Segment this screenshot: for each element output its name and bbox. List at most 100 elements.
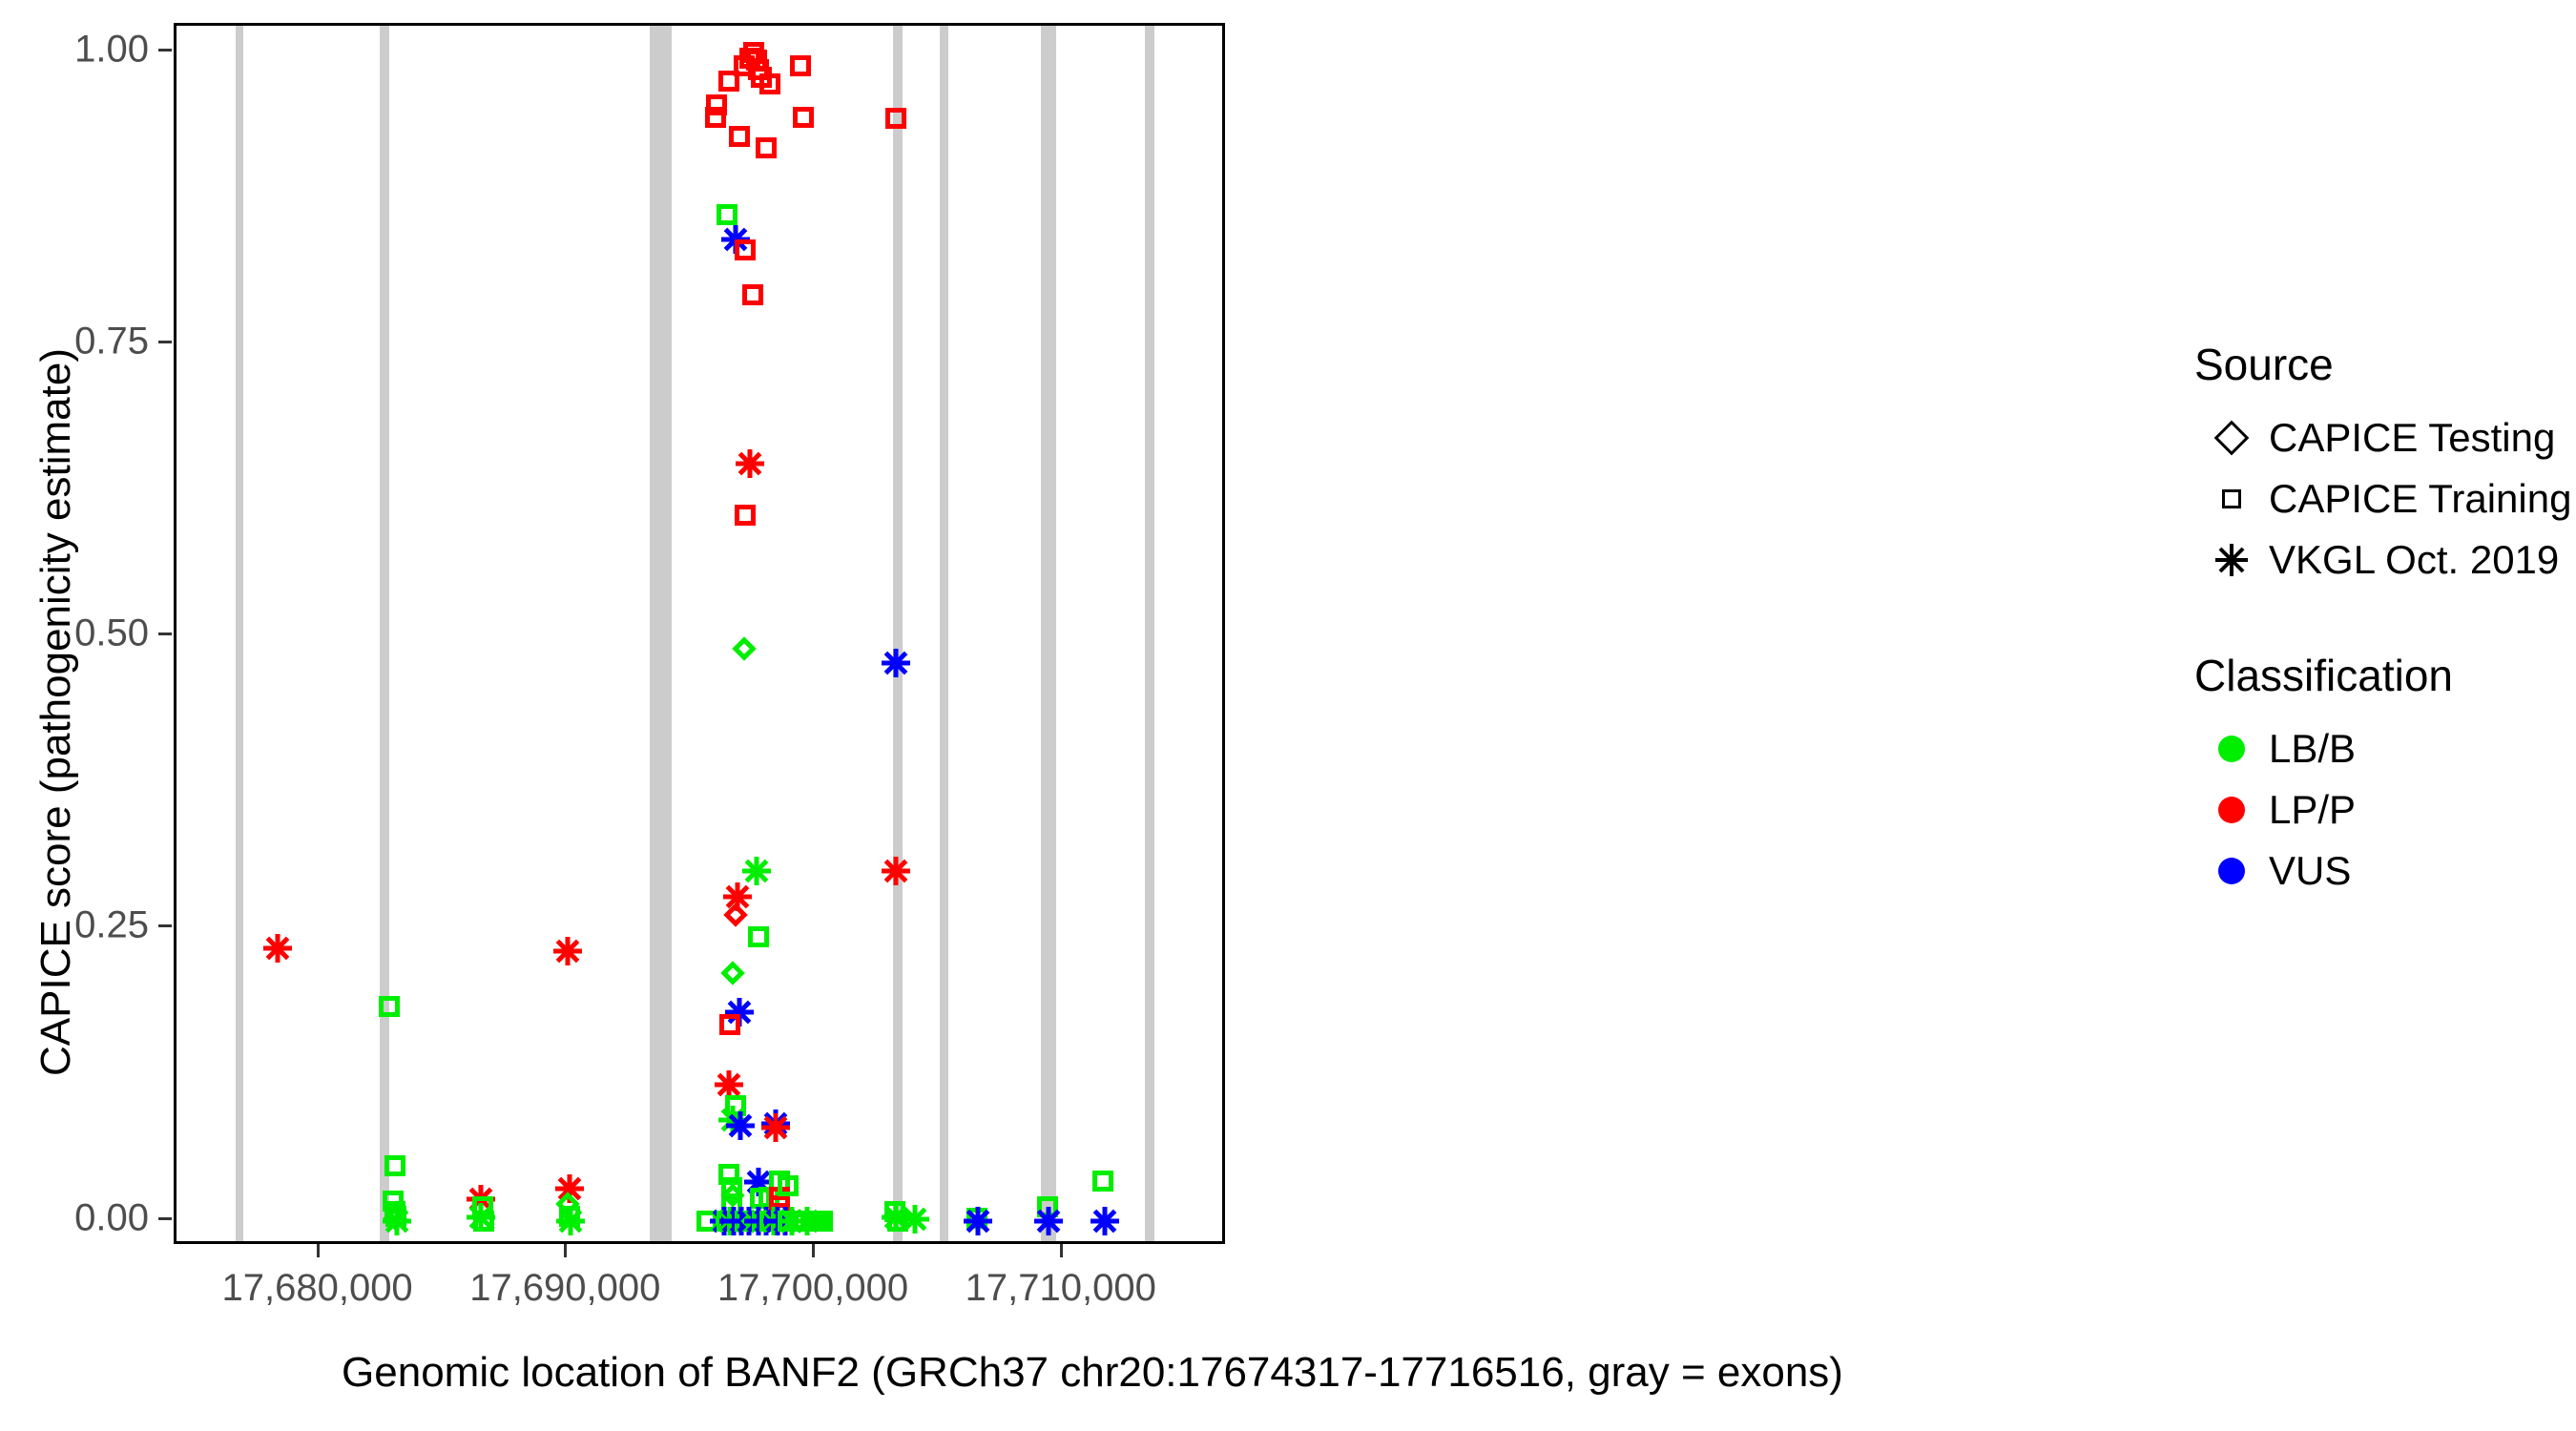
y-tick-mark xyxy=(158,924,172,928)
data-point-diamond xyxy=(740,1208,765,1234)
data-point-square xyxy=(807,1210,829,1232)
data-point-asterisk xyxy=(554,1174,584,1204)
data-point-asterisk xyxy=(762,1206,792,1235)
legend-item-classification[interactable]: LP/P xyxy=(2194,779,2557,840)
data-point-square xyxy=(769,1194,791,1216)
data-point-square xyxy=(558,1205,580,1227)
y-tick-label: 0.75 xyxy=(74,320,149,363)
data-point-square xyxy=(718,1163,740,1185)
data-point-square xyxy=(724,1095,746,1117)
data-point-asterisk xyxy=(761,1112,791,1142)
circle-icon xyxy=(2218,858,2245,884)
data-point-asterisk xyxy=(719,1206,749,1235)
legend-key xyxy=(2194,489,2269,508)
data-point-square xyxy=(793,1210,815,1232)
legend-item-source[interactable]: CAPICE Training xyxy=(2194,468,2571,529)
data-point-diamond xyxy=(722,902,748,927)
x-tick-mark xyxy=(564,1244,568,1257)
data-point-asterisk xyxy=(734,1206,763,1235)
x-tick-label: 17,680,000 xyxy=(221,1267,413,1309)
data-point-square xyxy=(803,1210,825,1232)
data-point-square xyxy=(720,1177,742,1199)
data-point-square xyxy=(745,1210,767,1232)
data-point-square xyxy=(718,71,740,93)
data-point-square xyxy=(790,55,812,77)
data-point-asterisk xyxy=(778,1206,807,1235)
data-point-asterisk xyxy=(720,224,750,254)
data-point-square xyxy=(750,67,772,89)
data-point-square xyxy=(800,1210,821,1232)
legend-item-classification[interactable]: VUS xyxy=(2194,840,2557,902)
data-point-square xyxy=(778,1210,800,1232)
data-point-square xyxy=(719,1013,741,1035)
data-point-diamond xyxy=(720,961,745,985)
legend: Source CAPICE Testing CAPICE Training VKGL… xyxy=(2194,339,2571,961)
x-tick-mark xyxy=(1059,1244,1063,1257)
data-point-asterisk xyxy=(758,1206,788,1235)
data-point-square xyxy=(720,1195,742,1217)
data-point-square xyxy=(716,1210,737,1232)
legend-label: VKGL Oct. 2019 xyxy=(2269,537,2560,582)
legend-item-classification[interactable]: LB/B xyxy=(2194,718,2557,779)
y-tick-mark xyxy=(158,1216,172,1220)
data-point-square xyxy=(748,58,770,80)
data-point-square xyxy=(739,47,761,69)
y-tick-mark xyxy=(158,48,172,52)
square-icon xyxy=(2222,489,2241,508)
data-point-asterisk xyxy=(715,1070,744,1100)
legend-key xyxy=(2194,544,2269,576)
y-tick-mark xyxy=(158,633,172,635)
data-point-asterisk xyxy=(724,998,754,1027)
legend-label: CAPICE Testing xyxy=(2269,415,2556,460)
exon-band xyxy=(1145,26,1154,1241)
data-point-asterisk xyxy=(709,1206,738,1235)
data-point-asterisk xyxy=(736,448,765,478)
data-point-square xyxy=(793,107,815,129)
x-axis-label: Genomic location of BANF2 (GRCh37 chr20:… xyxy=(342,1349,1843,1396)
data-point-square xyxy=(811,1210,833,1232)
data-point-square xyxy=(706,93,728,115)
data-point-asterisk xyxy=(792,1206,821,1235)
data-point-square xyxy=(756,136,778,158)
legend-item-source[interactable]: VKGL Oct. 2019 xyxy=(2194,529,2560,591)
legend-label: LP/P xyxy=(2269,787,2357,832)
data-point-square xyxy=(966,1208,987,1230)
data-point-square xyxy=(728,125,750,147)
data-point-square xyxy=(696,1210,717,1232)
y-tick-mark xyxy=(158,340,172,343)
exon-band xyxy=(939,26,948,1241)
legend-key xyxy=(2194,736,2269,762)
x-tick-label: 17,700,000 xyxy=(717,1267,909,1309)
legend-label: VUS xyxy=(2269,848,2352,893)
data-point-asterisk xyxy=(964,1206,993,1235)
data-point-square xyxy=(471,1195,493,1217)
data-point-square xyxy=(727,1210,749,1232)
data-point-square xyxy=(741,284,763,306)
y-tick-label: 0.00 xyxy=(74,1196,149,1238)
data-point-square xyxy=(758,73,780,94)
data-point-asterisk xyxy=(263,934,293,964)
legend-item-source[interactable]: CAPICE Testing xyxy=(2194,407,2557,468)
exon-band xyxy=(236,26,244,1241)
plot-area xyxy=(177,26,1222,1241)
data-point-asterisk xyxy=(718,1106,748,1135)
data-point-square xyxy=(785,1210,807,1232)
data-point-asterisk xyxy=(770,1206,800,1235)
data-point-square xyxy=(735,504,757,526)
circle-icon xyxy=(2218,736,2245,762)
legend-label: CAPICE Training xyxy=(2269,476,2572,521)
data-point-asterisk xyxy=(553,936,583,965)
data-point-square xyxy=(716,203,737,225)
x-tick-label: 17,710,000 xyxy=(965,1267,1156,1309)
data-point-square xyxy=(735,1210,757,1232)
data-point-asterisk xyxy=(900,1205,929,1234)
data-point-square xyxy=(748,925,770,947)
data-point-square xyxy=(758,1210,780,1232)
data-point-asterisk xyxy=(727,1206,757,1235)
data-point-diamond xyxy=(555,1192,581,1217)
data-point-square xyxy=(758,1187,779,1208)
data-point-asterisk xyxy=(1090,1206,1119,1235)
data-point-square xyxy=(770,1210,792,1232)
data-point-square xyxy=(752,1210,774,1232)
